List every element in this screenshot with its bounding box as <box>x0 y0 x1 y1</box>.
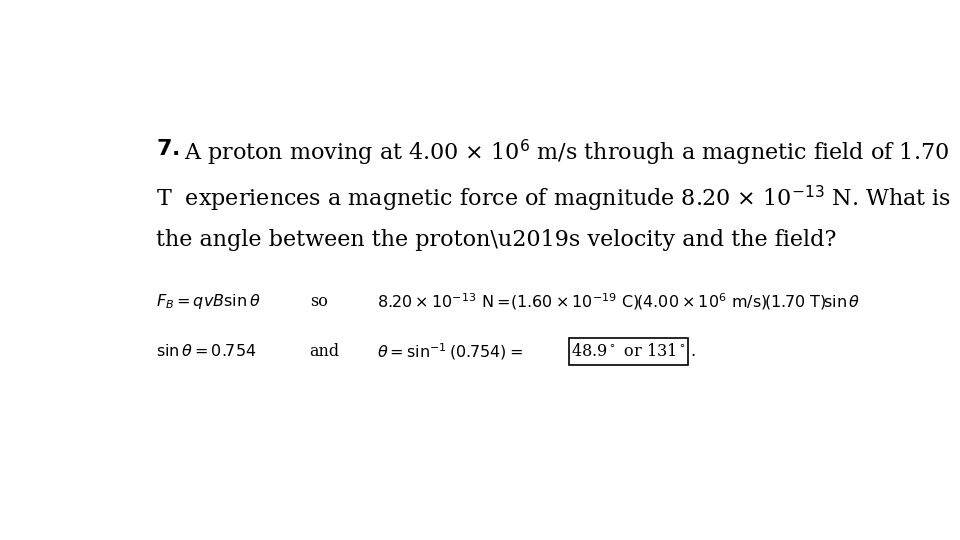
Text: $\sin\theta = 0.754$: $\sin\theta = 0.754$ <box>156 343 256 360</box>
Text: $F_B = qvB\sin\theta$: $F_B = qvB\sin\theta$ <box>156 292 260 311</box>
Text: .: . <box>690 343 696 360</box>
Text: and: and <box>310 343 340 360</box>
Text: A proton moving at 4.00 $\times$ 10$^{6}$ m/s through a magnetic field of 1.70: A proton moving at 4.00 $\times$ 10$^{6}… <box>184 138 949 168</box>
Text: 48.9$^\circ$ or 131$^\circ$: 48.9$^\circ$ or 131$^\circ$ <box>571 343 686 360</box>
Text: so: so <box>310 293 327 310</box>
Text: $8.20\times10^{-13}\ \mathrm{N}=\!\left(1.60\times10^{-19}\ \mathrm{C}\right)\!\: $8.20\times10^{-13}\ \mathrm{N}=\!\left(… <box>376 292 860 312</box>
Text: $\theta=\sin^{-1}(0.754)=$: $\theta=\sin^{-1}(0.754)=$ <box>376 341 522 362</box>
Text: $\mathbf{7.}$: $\mathbf{7.}$ <box>156 138 180 159</box>
FancyBboxPatch shape <box>569 339 688 365</box>
Text: the angle between the proton\u2019s velocity and the field?: the angle between the proton\u2019s velo… <box>156 229 836 251</box>
Text: T  experiences a magnetic force of magnitude 8.20 $\times$ 10$^{-13}$ N. What is: T experiences a magnetic force of magnit… <box>156 183 951 213</box>
